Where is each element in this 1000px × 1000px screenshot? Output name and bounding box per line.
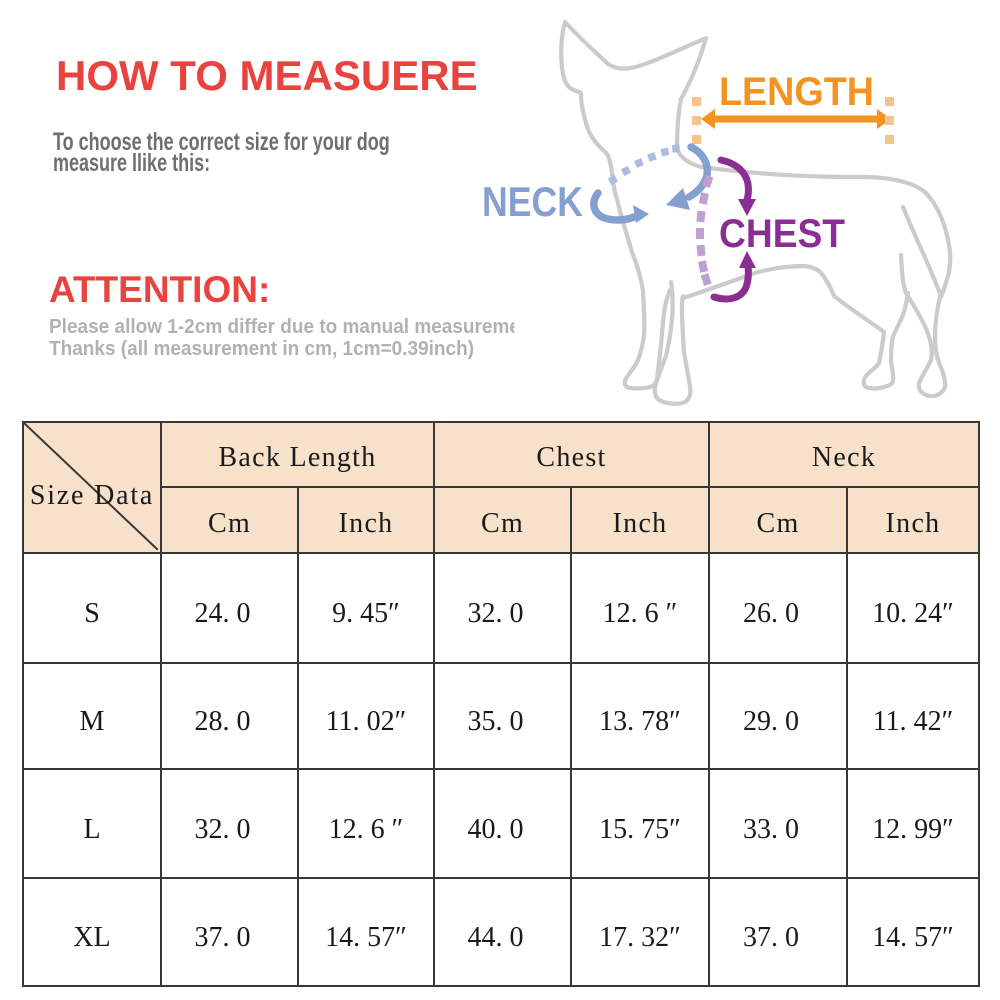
svg-text:LENGTH: LENGTH xyxy=(719,70,874,114)
svg-text:CHEST: CHEST xyxy=(719,212,845,256)
svg-text:NECK: NECK xyxy=(482,178,583,225)
